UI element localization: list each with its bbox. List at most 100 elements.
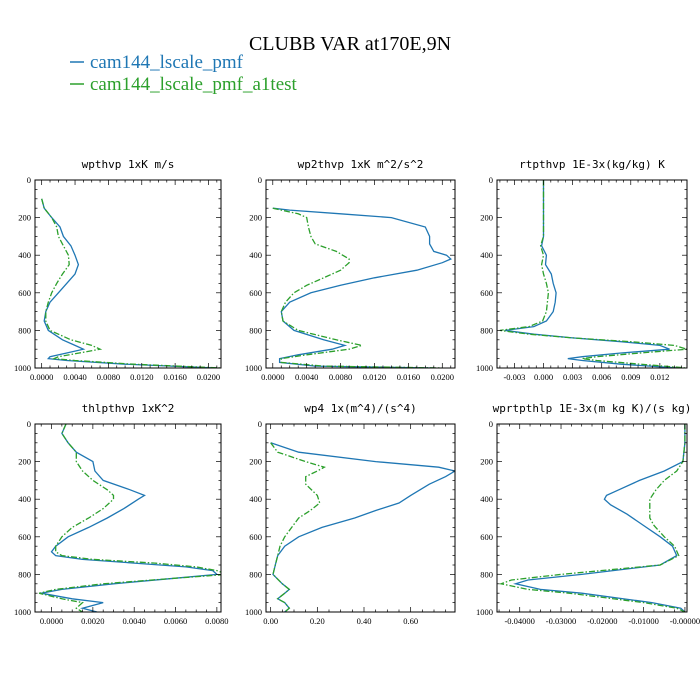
plot-frame <box>34 423 222 613</box>
panel-2: rtpthvp 1E-3x(kg/kg) K 0 200 400 600 800 1000-… <box>476 158 688 382</box>
series-line-1 <box>498 424 686 612</box>
x-tick-label: 0.0160 <box>397 372 420 382</box>
y-tick-label: 800 <box>480 325 493 335</box>
y-tick-label: 1000 <box>14 363 31 373</box>
y-tick-label: 1000 <box>476 363 493 373</box>
y-tick-label: 400 <box>480 250 493 260</box>
y-tick-label: 800 <box>249 325 262 335</box>
x-tick-label: 0.003 <box>563 372 582 382</box>
y-tick-label: 800 <box>249 569 262 579</box>
legend-label-0: cam144_lscale_pmf <box>90 52 244 73</box>
x-tick-label: 0.0020 <box>81 616 104 626</box>
series-line-1 <box>499 180 687 368</box>
panel-title: wpthvp 1xK m/s <box>82 158 175 171</box>
x-tick-label: 0.40 <box>357 616 372 626</box>
y-tick-label: 1000 <box>245 607 262 617</box>
series-line-1 <box>41 198 221 368</box>
legend-label-1: cam144_lscale_pmf_a1test <box>90 74 298 95</box>
x-tick-label: 0.0200 <box>197 372 220 382</box>
y-tick-label: 400 <box>480 494 493 504</box>
panel-title: wp4 1x(m^4)/(s^4) <box>304 402 417 415</box>
panel-title: thlpthvp 1xK^2 <box>82 402 175 415</box>
x-tick-label: 0.0060 <box>164 616 187 626</box>
panel-1: wp2thvp 1xK m^2/s^2020040060080010000.00… <box>245 158 456 382</box>
x-tick-label: 0.20 <box>310 616 325 626</box>
x-tick-label: 0.00 <box>263 616 278 626</box>
series-line-1 <box>270 442 326 612</box>
series-line-0 <box>513 424 686 612</box>
y-tick-label: 200 <box>18 213 31 223</box>
y-tick-label: 800 <box>18 569 31 579</box>
y-tick-label: 200 <box>18 457 31 467</box>
y-tick-label: 600 <box>480 532 493 542</box>
series-line-0 <box>41 424 219 612</box>
x-tick-label: 0.0040 <box>295 372 318 382</box>
y-tick-label: 200 <box>249 457 262 467</box>
x-tick-label: -0.01000 <box>628 616 658 626</box>
x-tick-label: 0.0160 <box>163 372 186 382</box>
series-line-0 <box>272 207 452 368</box>
y-tick-label: 600 <box>249 288 262 298</box>
x-tick-label: 0.60 <box>403 616 418 626</box>
x-tick-label: 0.012 <box>650 372 669 382</box>
plot-frame <box>496 423 688 613</box>
x-tick-label: 0.0080 <box>329 372 352 382</box>
y-tick-label: 200 <box>480 213 493 223</box>
y-tick-label: 200 <box>480 457 493 467</box>
series-line-0 <box>270 442 455 612</box>
y-tick-label: 400 <box>249 250 262 260</box>
y-tick-label: 400 <box>18 494 31 504</box>
x-tick-label: 0.0040 <box>63 372 86 382</box>
x-tick-label: 0.0080 <box>205 616 228 626</box>
y-tick-label: 0 <box>489 419 493 429</box>
panel-title: wp2thvp 1xK m^2/s^2 <box>298 158 424 171</box>
series-line-0 <box>504 180 680 368</box>
panel-5: wprtpthlp 1E-3x(m kg K)/(s kg)0 200 400 600… <box>476 402 700 626</box>
y-tick-label: 0 <box>27 175 31 185</box>
y-tick-label: 1000 <box>245 363 262 373</box>
panel-title: rtpthvp 1E-3x(kg/kg) K <box>519 158 665 171</box>
plot-frame <box>265 179 456 369</box>
x-tick-label: -0.00000 <box>670 616 700 626</box>
x-tick-label: 0.0000 <box>261 372 284 382</box>
y-tick-label: 600 <box>480 288 493 298</box>
y-tick-label: 600 <box>18 288 31 298</box>
y-tick-label: 1000 <box>14 607 31 617</box>
x-tick-label: 0.0040 <box>123 616 146 626</box>
y-tick-label: 800 <box>480 569 493 579</box>
y-tick-label: 200 <box>249 213 262 223</box>
y-tick-label: 0 <box>258 419 262 429</box>
y-tick-label: 1000 <box>476 607 493 617</box>
y-tick-label: 600 <box>249 532 262 542</box>
x-tick-label: 0.0000 <box>40 616 63 626</box>
x-tick-label: 0.006 <box>592 372 611 382</box>
figure-title: CLUBB VAR at170E,9N <box>249 33 451 55</box>
x-tick-label: -0.003 <box>503 372 525 382</box>
series-line-1 <box>38 424 221 612</box>
x-tick-label: -0.03000 <box>546 616 576 626</box>
panel-3: thlpthvp 1xK^2 0 200 400 600 800 1000 0.0000 0.0… <box>14 402 229 626</box>
panel-title: wprtpthlp 1E-3x(m kg K)/(s kg) <box>493 402 692 415</box>
x-tick-label: 0.0120 <box>130 372 153 382</box>
x-tick-label: 0.009 <box>621 372 640 382</box>
x-tick-label: 0.0000 <box>30 372 53 382</box>
x-tick-label: -0.04000 <box>504 616 534 626</box>
y-tick-label: 0 <box>27 419 31 429</box>
x-tick-label: -0.02000 <box>587 616 617 626</box>
y-tick-label: 400 <box>18 250 31 260</box>
legend: cam144_lscale_pmf cam144_lscale_pmf_a1te… <box>70 52 298 95</box>
series-line-1 <box>272 207 443 368</box>
x-tick-label: 0.0080 <box>97 372 120 382</box>
x-tick-label: 0.000 <box>534 372 553 382</box>
y-tick-label: 600 <box>18 532 31 542</box>
plot-frame <box>265 423 456 613</box>
y-tick-label: 0 <box>258 175 262 185</box>
y-tick-label: 0 <box>489 175 493 185</box>
x-tick-label: 0.0200 <box>431 372 454 382</box>
x-tick-label: 0.0120 <box>363 372 386 382</box>
y-tick-label: 400 <box>249 494 262 504</box>
